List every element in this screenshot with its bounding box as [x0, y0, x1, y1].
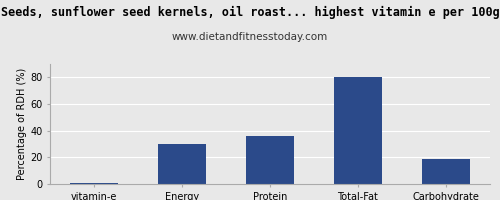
Text: Seeds, sunflower seed kernels, oil roast... highest vitamin e per 100g: Seeds, sunflower seed kernels, oil roast… — [0, 6, 500, 19]
Bar — [334, 77, 382, 184]
Bar — [70, 183, 118, 184]
Y-axis label: Percentage of RDH (%): Percentage of RDH (%) — [17, 68, 27, 180]
Bar — [158, 144, 206, 184]
Bar — [246, 136, 294, 184]
Bar — [422, 159, 470, 184]
Text: www.dietandfitnesstoday.com: www.dietandfitnesstoday.com — [172, 32, 328, 42]
